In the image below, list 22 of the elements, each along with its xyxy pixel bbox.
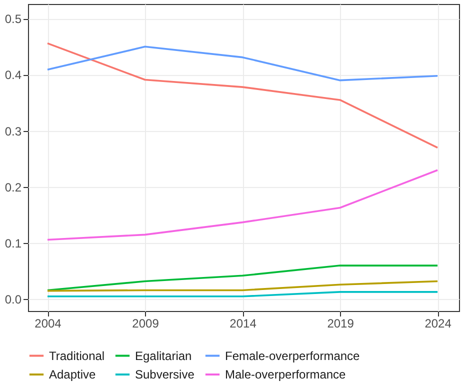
legend-label: Female-overperformance <box>225 348 360 363</box>
line-series <box>46 46 438 82</box>
legend-label: Adaptive <box>49 368 96 382</box>
line-series <box>46 42 438 149</box>
y-tick-label: 0.4 <box>4 68 22 82</box>
y-tick-label: 0.1 <box>4 236 22 251</box>
line-series <box>46 264 438 292</box>
y-tick-label: 0.0 <box>4 292 22 307</box>
x-tick-label: 2019 <box>327 316 354 330</box>
line-series <box>46 169 438 241</box>
legend-label: Traditional <box>49 348 105 363</box>
y-tick-label: 0.5 <box>4 12 22 26</box>
y-tick-label: 0.3 <box>4 124 22 138</box>
x-tick-label: 2009 <box>132 316 160 330</box>
x-tick-label: 2024 <box>424 316 452 330</box>
legend-label: Subversive <box>135 368 195 382</box>
legend-label: Egalitarian <box>135 348 192 363</box>
line-series <box>46 280 438 292</box>
x-tick-label: 2014 <box>230 316 257 330</box>
x-tick-label: 2004 <box>34 316 62 330</box>
y-tick-label: 0.2 <box>4 180 22 194</box>
legend-label: Male-overperformance <box>225 368 346 382</box>
